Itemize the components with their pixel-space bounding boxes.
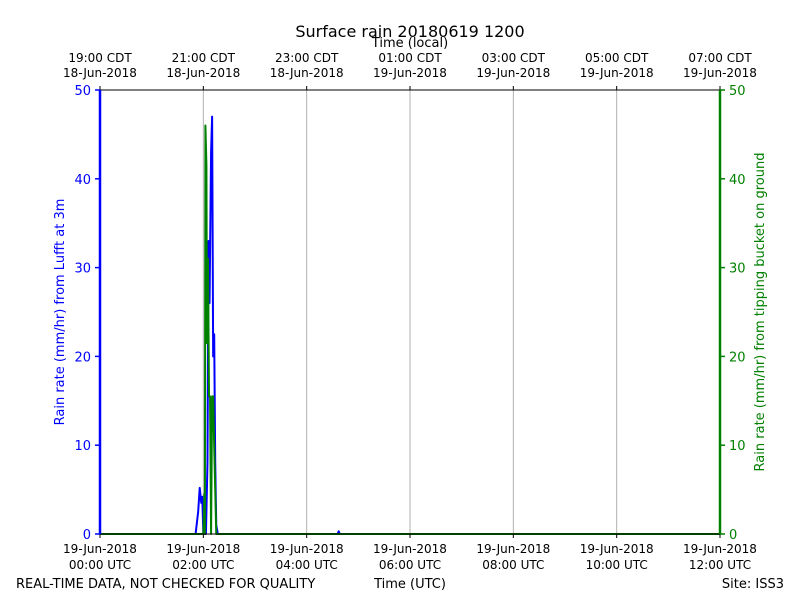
y-tick-label-left: 0 bbox=[83, 528, 91, 543]
x-tick-label-top: 01:00 CDT bbox=[378, 51, 442, 65]
x-tick-label-top: 19:00 CDT bbox=[68, 51, 132, 65]
quality-note: REAL-TIME DATA, NOT CHECKED FOR QUALITY bbox=[16, 577, 315, 592]
x-tick-label-bottom: 04:00 UTC bbox=[276, 558, 338, 572]
x-tick-label-bottom: 06:00 UTC bbox=[379, 558, 441, 572]
site-label: Site: ISS3 bbox=[722, 577, 784, 592]
y-tick-label-right: 50 bbox=[729, 84, 746, 99]
x-tick-label-bottom: 19-Jun-2018 bbox=[476, 542, 550, 556]
x-tick-label-bottom: 02:00 UTC bbox=[172, 558, 234, 572]
x-tick-label-top: 05:00 CDT bbox=[585, 51, 649, 65]
left-y-axis-label: Rain rate (mm/hr) from Lufft at 3m bbox=[53, 199, 68, 426]
x-tick-label-bottom: 19-Jun-2018 bbox=[373, 542, 447, 556]
x-tick-label-top: 21:00 CDT bbox=[172, 51, 236, 65]
x-tick-label-top: 19-Jun-2018 bbox=[373, 66, 447, 80]
x-tick-label-top: 18-Jun-2018 bbox=[270, 66, 344, 80]
x-tick-label-bottom: 19-Jun-2018 bbox=[580, 542, 654, 556]
x-tick-label-bottom: 19-Jun-2018 bbox=[166, 542, 240, 556]
y-tick-label-left: 50 bbox=[74, 84, 91, 99]
right-y-axis-label: Rain rate (mm/hr) from tipping bucket on… bbox=[753, 153, 768, 472]
x-tick-label-bottom: 19-Jun-2018 bbox=[270, 542, 344, 556]
y-tick-label-right: 10 bbox=[729, 439, 746, 454]
x-axis-label: Time (UTC) bbox=[373, 577, 446, 592]
x-tick-label-top: 19-Jun-2018 bbox=[683, 66, 757, 80]
chart-title: Surface rain 20180619 1200 bbox=[295, 22, 524, 41]
top-axis-label: Time (local) bbox=[371, 36, 448, 51]
x-tick-label-top: 19-Jun-2018 bbox=[580, 66, 654, 80]
x-tick-label-bottom: 10:00 UTC bbox=[586, 558, 648, 572]
x-tick-label-bottom: 19-Jun-2018 bbox=[63, 542, 137, 556]
y-tick-label-left: 20 bbox=[74, 350, 91, 365]
x-tick-label-bottom: 12:00 UTC bbox=[689, 558, 751, 572]
y-tick-label-left: 40 bbox=[74, 173, 91, 188]
axis-ticks: 19-Jun-2018 00:00 UTC 19-Jun-2018 02:00 UTC… bbox=[63, 51, 757, 572]
x-tick-label-bottom: 19-Jun-2018 bbox=[683, 542, 757, 556]
x-tick-label-top: 18-Jun-2018 bbox=[63, 66, 137, 80]
tipping-bucket-rain-rate-line bbox=[100, 124, 720, 535]
x-tick-label-top: 03:00 CDT bbox=[482, 51, 546, 65]
y-tick-label-right: 0 bbox=[729, 528, 737, 543]
x-tick-label-bottom: 08:00 UTC bbox=[482, 558, 544, 572]
x-tick-label-top: 23:00 CDT bbox=[275, 51, 339, 65]
x-tick-label-bottom: 00:00 UTC bbox=[69, 558, 131, 572]
y-tick-label-right: 40 bbox=[729, 173, 746, 188]
y-tick-label-right: 20 bbox=[729, 350, 746, 365]
x-tick-label-top: 18-Jun-2018 bbox=[166, 66, 240, 80]
x-tick-label-top: 07:00 CDT bbox=[688, 51, 752, 65]
y-tick-label-left: 30 bbox=[74, 262, 91, 277]
grid-lines bbox=[202, 90, 618, 534]
y-tick-label-left: 10 bbox=[74, 439, 91, 454]
y-tick-label-right: 30 bbox=[729, 262, 746, 277]
x-tick-label-top: 19-Jun-2018 bbox=[476, 66, 550, 80]
